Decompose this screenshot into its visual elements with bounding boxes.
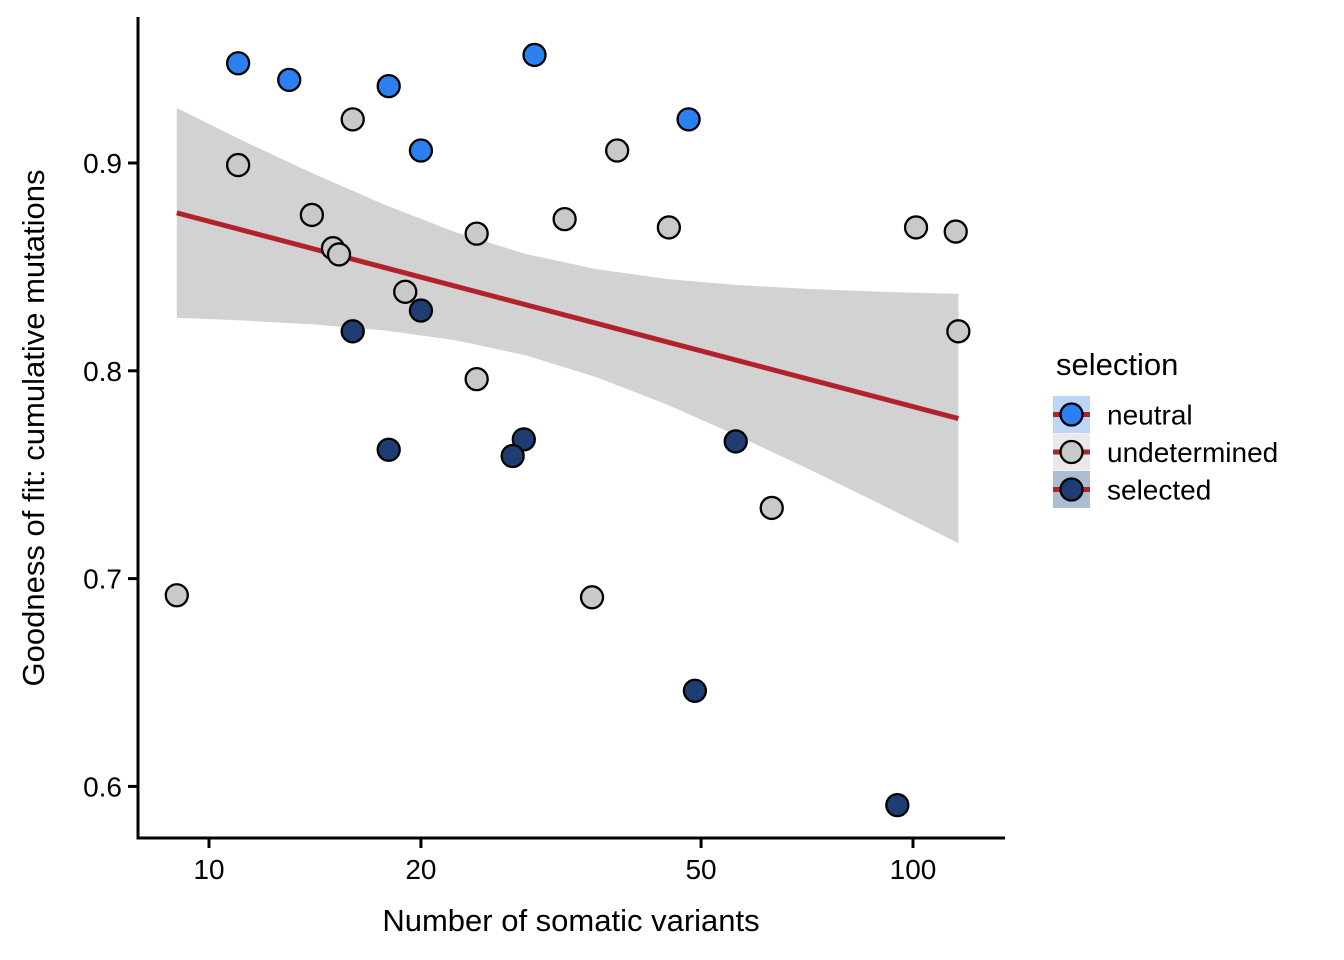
data-point-undetermined [759, 495, 784, 521]
data-point-neutral [225, 51, 251, 76]
data-point-undetermined [164, 583, 189, 608]
data-point-undetermined [552, 206, 577, 232]
data-point-neutral [522, 42, 547, 68]
legend-entry-neutral: neutral [1053, 396, 1193, 433]
confidence-band [176, 107, 959, 544]
data-point-neutral [408, 138, 434, 163]
data-point-neutral [676, 107, 701, 132]
x-tick-label-20: 20 [405, 854, 436, 885]
legend-entry-selected: selected [1053, 471, 1211, 508]
x-axis-ticks: 10 20 50 100 [193, 838, 936, 885]
data-point-selected [340, 319, 365, 344]
y-tick-label-0.9: 0.9 [83, 148, 122, 179]
data-point-undetermined [903, 215, 929, 240]
y-tick-label-0.7: 0.7 [83, 564, 122, 595]
data-points-group [164, 42, 971, 818]
data-point-undetermined [943, 219, 968, 244]
legend-key-point-selected [1059, 477, 1084, 502]
data-point-undetermined [946, 319, 971, 344]
data-point-selected [408, 298, 434, 323]
data-point-undetermined [299, 202, 325, 228]
data-point-selected [500, 443, 525, 469]
data-point-selected [682, 678, 708, 703]
x-tick-label-100: 100 [890, 854, 937, 885]
legend-key-point-neutral [1059, 402, 1084, 427]
data-point-selected [376, 437, 401, 462]
y-tick-label-0.8: 0.8 [83, 356, 122, 387]
data-point-selected [723, 429, 748, 454]
legend-key-point-undetermined [1059, 439, 1084, 465]
legend: selection neutral undetermined selected [1053, 347, 1278, 508]
data-point-undetermined [656, 215, 682, 240]
data-point-undetermined [464, 366, 489, 392]
data-point-undetermined [579, 585, 605, 610]
y-axis-ticks: 0.6 0.7 0.8 0.9 [83, 148, 138, 802]
y-axis-title: Goodness of fit: cumulative mutations [16, 170, 51, 687]
x-tick-label-10: 10 [193, 854, 224, 885]
legend-entry-undetermined: undetermined [1053, 433, 1278, 471]
legend-title: selection [1056, 347, 1178, 382]
legend-label-selected: selected [1107, 475, 1211, 506]
x-axis-title: Number of somatic variants [382, 903, 759, 938]
legend-entries: neutral undetermined selected [1053, 396, 1278, 508]
data-point-selected [885, 792, 910, 818]
data-point-undetermined [464, 221, 489, 246]
regression-line [176, 210, 960, 422]
x-tick-label-50: 50 [685, 854, 716, 885]
data-point-neutral [277, 67, 302, 93]
data-point-selected [511, 427, 536, 452]
legend-label-undetermined: undetermined [1107, 437, 1278, 468]
data-point-undetermined [326, 242, 352, 267]
data-point-undetermined [340, 107, 365, 132]
data-point-undetermined [605, 138, 630, 163]
data-point-undetermined [393, 279, 418, 304]
y-tick-label-0.6: 0.6 [83, 771, 122, 802]
data-point-neutral [376, 73, 401, 99]
data-point-undetermined [225, 152, 251, 178]
legend-label-neutral: neutral [1107, 400, 1193, 431]
